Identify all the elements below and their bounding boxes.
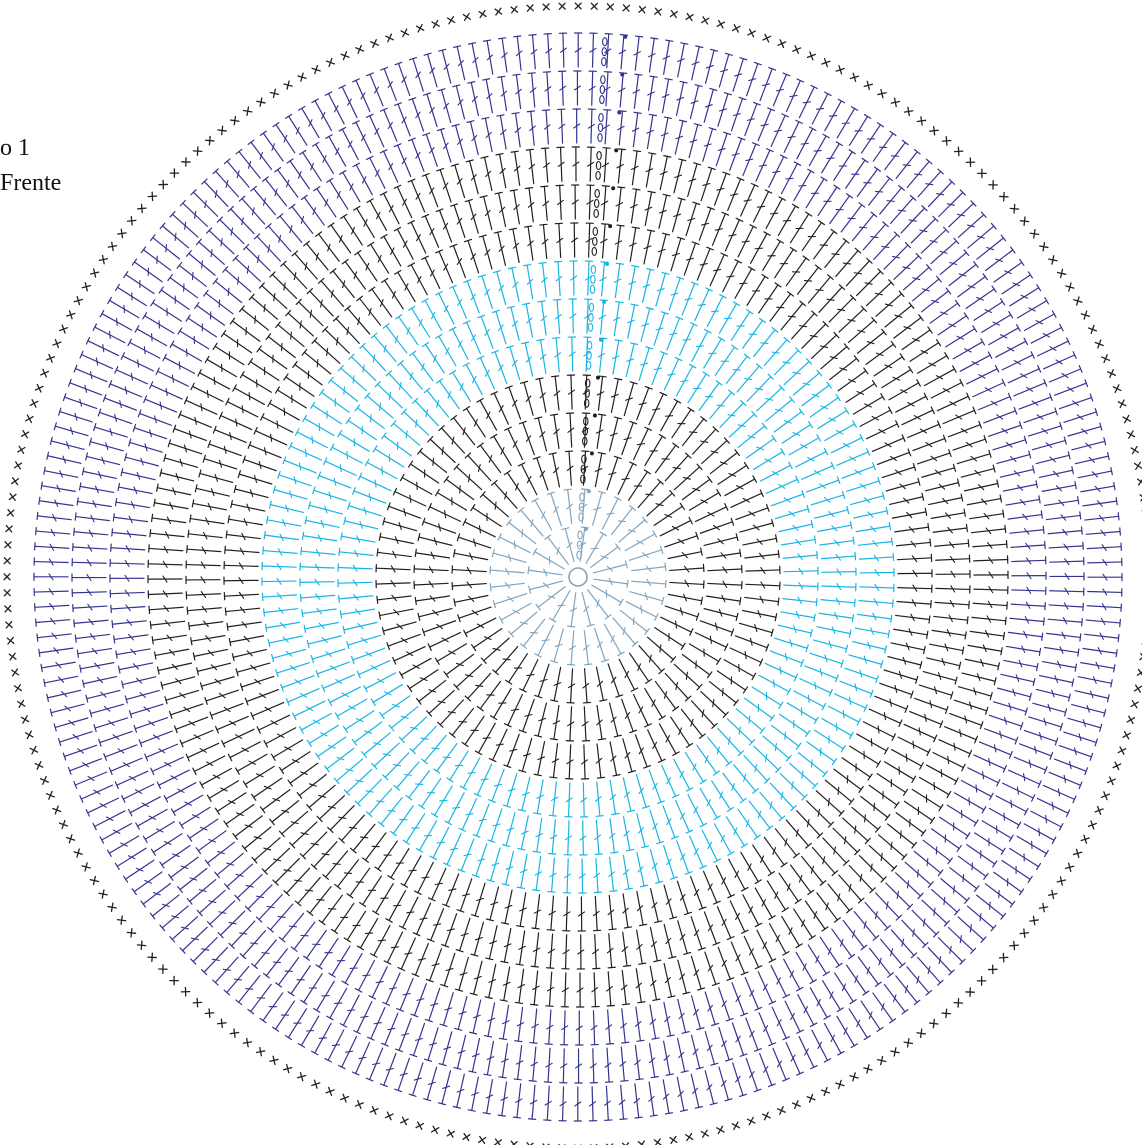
chain-stitch: [599, 95, 605, 105]
chain-stitch: [579, 492, 585, 502]
slip-stitch: [605, 262, 610, 266]
chain-stitch: [583, 398, 590, 408]
round-12: [109, 108, 1047, 1046]
round-6: [337, 336, 819, 818]
chain-stitch: [578, 512, 584, 522]
round-8: [261, 260, 895, 894]
magic-ring-symbol: [568, 567, 588, 587]
round-14: [33, 32, 1123, 1122]
chain-stitch: [586, 350, 592, 360]
chain-stitch: [580, 464, 587, 474]
chain-stitch: [582, 436, 588, 446]
chain-stitch: [590, 264, 597, 274]
slip-stitch: [614, 148, 619, 153]
chain-stitch: [588, 312, 594, 322]
chain-stitch: [593, 208, 599, 218]
slip-stitch: [586, 489, 591, 494]
chain-stitch: [601, 47, 608, 57]
chain-stitch: [589, 284, 596, 294]
chain-stitch: [598, 113, 604, 123]
slip-stitch: [592, 413, 597, 418]
chain-stitch: [594, 188, 600, 199]
chain-stitch: [578, 502, 585, 512]
round-9: [223, 222, 933, 932]
slip-stitch: [611, 186, 616, 191]
slip-stitch: [602, 299, 607, 304]
chain-stitch: [576, 540, 583, 550]
chain-stitch: [582, 426, 589, 436]
round-3: [451, 450, 705, 704]
slip-stitch: [623, 34, 628, 39]
slip-stitch: [589, 451, 594, 456]
slip-stitch: [617, 110, 622, 115]
chain-stitch: [595, 170, 601, 181]
round-7: [299, 298, 857, 856]
diagram-label-side: Frente: [0, 170, 62, 196]
round-11: [147, 146, 1009, 1008]
round-10: [185, 184, 971, 970]
round-5: [375, 374, 781, 780]
round-4: [413, 412, 743, 742]
chain-stitch: [577, 530, 583, 540]
chain-stitch: [584, 378, 591, 388]
chain-stitch: [585, 360, 592, 370]
chain-stitch: [597, 123, 604, 133]
slip-stitch: [595, 375, 600, 380]
rounds-layer: [3, 2, 1142, 1145]
chain-stitch: [586, 340, 593, 350]
slip-stitch: [620, 72, 625, 77]
chain-stitch: [601, 57, 607, 67]
chain-stitch: [592, 226, 599, 236]
starting-chain-column: [576, 34, 628, 560]
chain-stitch: [600, 75, 606, 85]
chain-stitch: [590, 274, 596, 284]
chain-stitch: [592, 236, 598, 246]
chain-stitch: [583, 416, 589, 426]
chain-stitch: [596, 150, 602, 161]
round-15: [3, 2, 1142, 1145]
chain-stitch: [599, 85, 606, 95]
chain-stitch: [602, 37, 608, 47]
chain-stitch: [597, 133, 603, 143]
chain-stitch: [593, 198, 600, 209]
diagram-label-round: o 1: [0, 135, 30, 161]
chain-stitch: [591, 246, 598, 256]
round-2: [489, 488, 667, 666]
chain-stitch: [580, 474, 586, 484]
round-1: [527, 526, 629, 628]
slip-stitch: [599, 337, 604, 342]
slip-stitch: [608, 224, 613, 229]
chain-stitch: [587, 322, 594, 332]
chain-stitch: [576, 550, 582, 560]
chain-stitch: [588, 302, 595, 312]
round-13: [71, 70, 1085, 1084]
chain-stitch: [584, 388, 590, 398]
slip-stitch: [583, 527, 588, 532]
chain-stitch: [581, 454, 587, 464]
chain-stitch: [595, 160, 602, 171]
